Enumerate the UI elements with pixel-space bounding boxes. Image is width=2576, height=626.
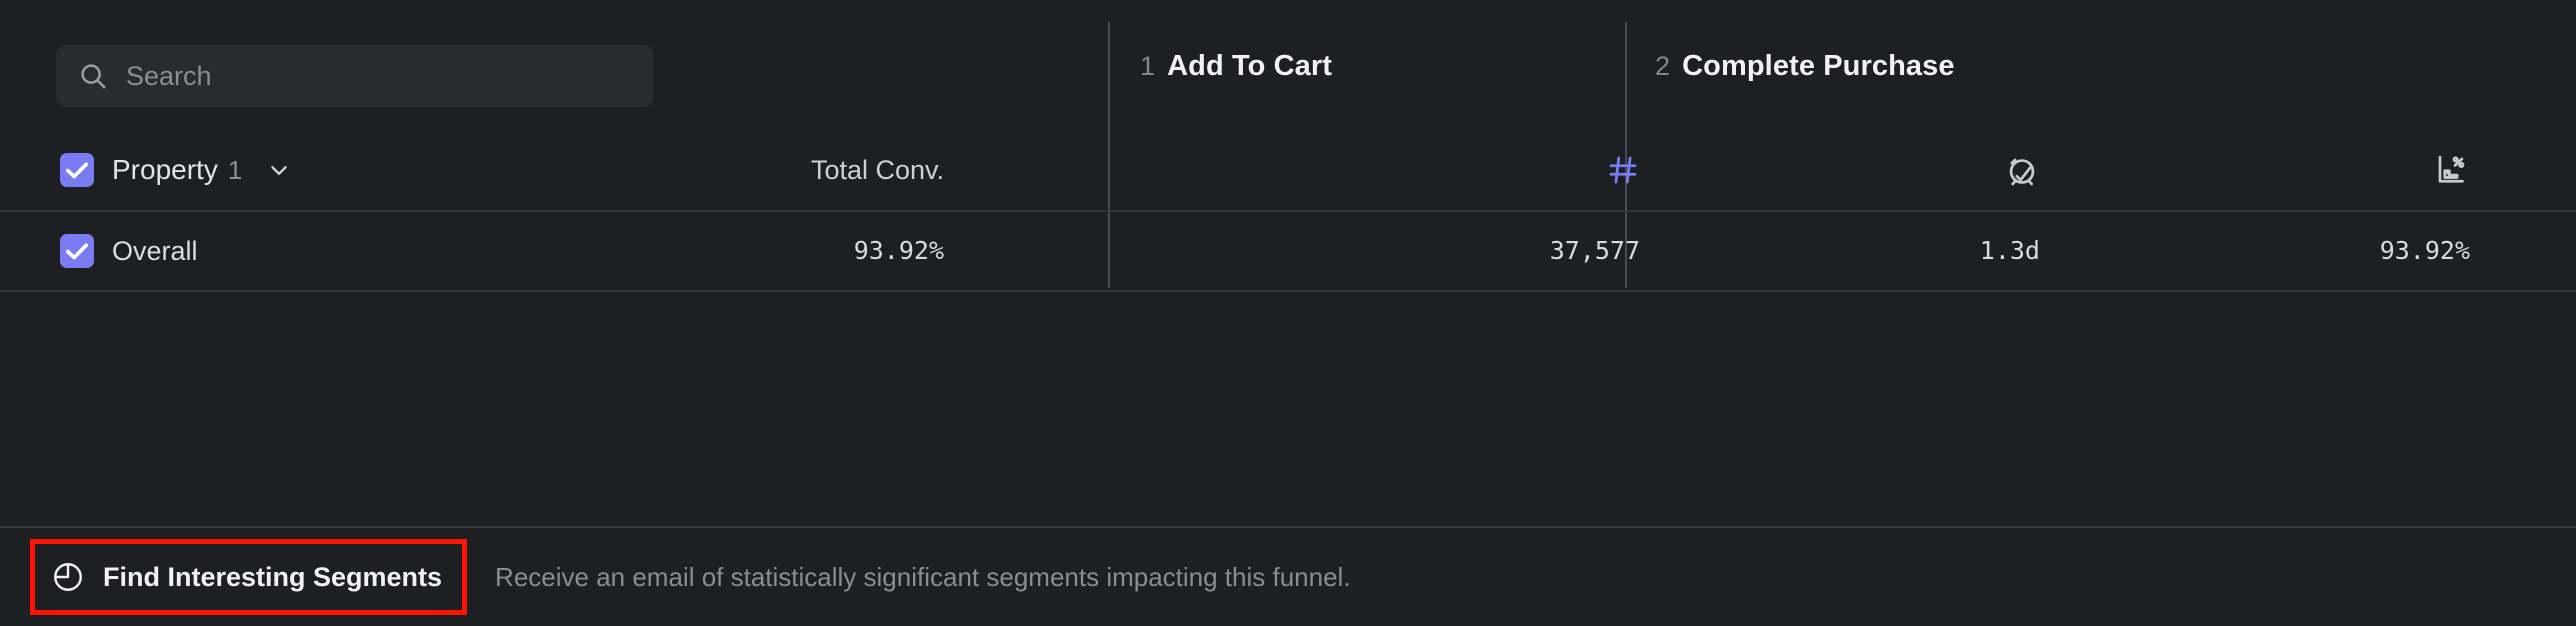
property-count: 1 (227, 154, 243, 185)
cell-step2-time: 1.3d (1979, 236, 2040, 265)
step-number-2: 2 (1655, 51, 1671, 81)
footer-bar: Find Interesting Segments Receive an ema… (0, 526, 2576, 626)
search-box[interactable] (56, 45, 654, 107)
hash-icon[interactable] (1480, 130, 1640, 210)
highlight-annotation: Find Interesting Segments (30, 539, 468, 615)
clock-check-icon[interactable] (1880, 130, 2040, 210)
step-label-1: Add To Cart (1167, 50, 1333, 82)
step-number-1: 1 (1140, 51, 1156, 81)
table-header-band: 1 Add To Cart 2 Complete Purchase (0, 0, 2576, 130)
table-row[interactable]: Overall 93.92% 37,577 1.3d 93.92% (0, 212, 2576, 292)
step-header-2[interactable]: 2 Complete Purchase (1655, 50, 1955, 83)
search-icon (78, 61, 108, 91)
cell-step2-rate: 93.92% (2379, 236, 2470, 265)
row-label: Overall (112, 235, 198, 266)
step-separator-2 (1625, 22, 1627, 288)
property-label: Property (112, 154, 218, 185)
find-segments-label: Find Interesting Segments (103, 561, 443, 592)
step-label-2: Complete Purchase (1682, 50, 1955, 82)
chevron-down-icon[interactable] (266, 157, 292, 183)
footer-note: Receive an email of statistically signif… (495, 561, 1351, 592)
cell-step1-count: 37,577 (1549, 236, 1640, 265)
step-separator-1 (1108, 22, 1110, 288)
column-header-row: Property 1 Total Conv. (0, 130, 2576, 212)
cell-total-conv: 93.92% (853, 236, 944, 265)
segments-pie-icon (51, 560, 85, 594)
find-interesting-segments-button[interactable]: Find Interesting Segments (37, 546, 460, 608)
funnel-percent-icon[interactable] (2310, 130, 2470, 210)
row-checkbox[interactable] (60, 234, 94, 268)
property-checkbox[interactable] (60, 153, 94, 187)
step-header-1[interactable]: 1 Add To Cart (1140, 50, 1332, 83)
total-conv-header[interactable]: Total Conv. (810, 155, 944, 185)
property-column-header[interactable]: Property 1 (60, 130, 292, 210)
row-name-cell: Overall (60, 212, 198, 290)
funnel-table: 1 Add To Cart 2 Complete Purchase Property… (0, 0, 2576, 292)
search-input[interactable] (126, 60, 632, 92)
